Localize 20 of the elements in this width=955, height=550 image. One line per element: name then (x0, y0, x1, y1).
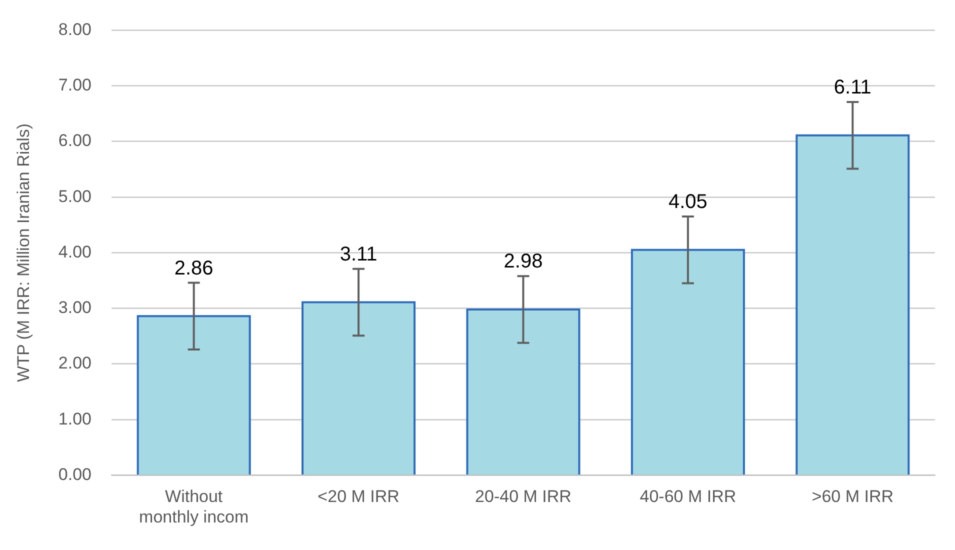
y-tick-label: 5.00 (58, 186, 92, 206)
y-tick-label: 4.00 (58, 242, 92, 262)
y-axis-title: WTP (M IRR: Million Iranian Rials) (14, 123, 33, 382)
data-label: 2.86 (174, 257, 214, 280)
y-tick-label: 7.00 (58, 76, 92, 95)
data-label: 2.98 (504, 250, 543, 273)
data-label: 6.11 (834, 76, 872, 98)
x-tick-label: <20 M IRR (318, 487, 400, 506)
y-tick-label: 3.00 (58, 298, 92, 318)
x-tick-label: 20-40 M IRR (475, 487, 572, 506)
data-label: 3.11 (340, 243, 378, 266)
x-tick-label: Without monthly incom (139, 487, 249, 526)
y-tick-label: 0.00 (58, 464, 92, 484)
x-tick-label: 40-60 M IRR (640, 487, 736, 506)
data-label: 4.05 (668, 191, 708, 214)
y-tick-label: 1.00 (58, 409, 92, 428)
y-tick-label: 6.00 (58, 131, 92, 150)
y-tick-label: 2.00 (58, 354, 92, 373)
y-tick-label: 8.00 (58, 20, 92, 39)
x-tick-label: >60 M IRR (812, 487, 894, 506)
